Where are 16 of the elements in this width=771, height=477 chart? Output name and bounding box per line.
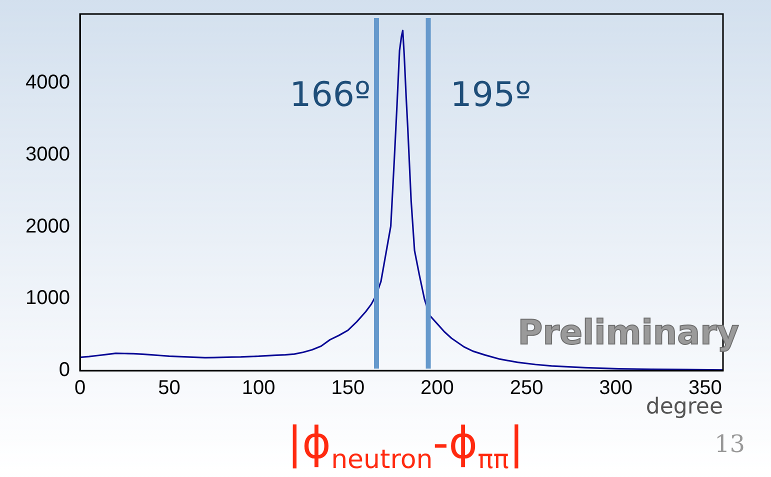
text: 13 — [714, 430, 745, 458]
x-tick-label: 50 — [158, 377, 180, 400]
text: |ϕ$_{neutron}$-ϕ$_{ππ}$| — [287, 418, 524, 475]
ref-line-label: 195º — [450, 75, 532, 115]
x-tick-label: 150 — [331, 377, 365, 400]
x-tick-label: 200 — [420, 377, 454, 400]
y-tick-label: 3000 — [26, 143, 70, 166]
x-tick-label: 250 — [510, 377, 544, 400]
x-tick-label: 0 — [74, 377, 86, 400]
y-tick-label: 2000 — [26, 215, 70, 238]
y-tick-label: 1000 — [26, 287, 70, 310]
ref-line-label: 166º — [290, 75, 370, 115]
y-tick-label: 4000 — [26, 72, 70, 94]
x-tick-label: 300 — [599, 377, 633, 400]
y-tick-label: 0 — [58, 359, 70, 382]
x-tick-label: 100 — [242, 377, 276, 400]
